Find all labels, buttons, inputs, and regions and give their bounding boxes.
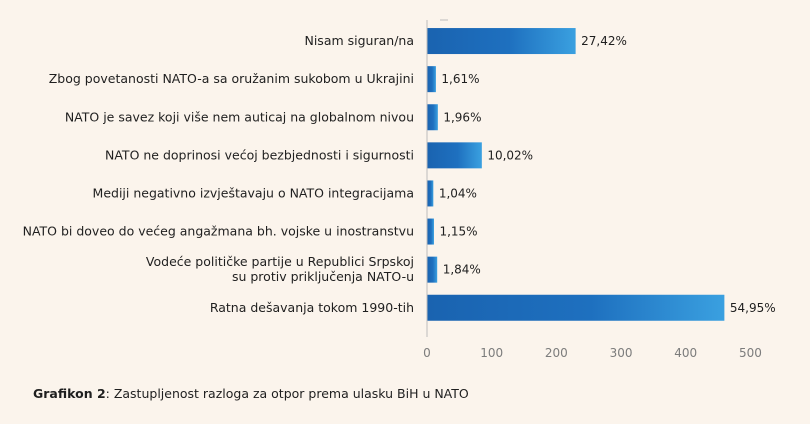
category-label-2: NATO je savez koji više nem auticaj na g… [65,109,414,124]
bar-1 [427,66,436,93]
category-label-6-line-0: Vodeće političke partije u Republici Srp… [146,254,414,269]
bar-7 [427,294,725,321]
x-tick-label-1: 100 [480,346,503,360]
bar-0 [427,28,576,55]
x-tick-label-5: 500 [739,346,762,360]
caption-text: : Zastupljenost razloga za otpor prema u… [105,386,469,401]
value-label-3: 10,02% [487,148,533,162]
bar-4 [427,180,434,207]
category-label-1: Zbog povetanosti NATO-a sa oružanim suko… [49,71,414,86]
value-label-1: 1,61% [441,72,479,86]
category-label-6-line-1: su protiv priključenja NATO-u [232,269,414,284]
x-tick-label-0: 0 [423,346,431,360]
bar-chart: Nisam siguran/na Zbog povetanosti NATO-a … [23,19,776,360]
bar-3 [427,142,482,169]
value-label-5: 1,15% [439,225,477,239]
category-label-5: NATO bi doveo do većeg angažmana bh. voj… [23,224,414,239]
x-tick-label-3: 300 [610,346,633,360]
value-label-6: 1,84% [443,263,481,277]
x-tick-label-2: 200 [545,346,568,360]
x-tick-label-4: 400 [674,346,697,360]
bar-2 [427,104,438,131]
category-label-7: Ratna dešavanja tokom 1990-tih [210,300,414,315]
value-label-2: 1,96% [443,110,481,124]
category-label-0: Nisam siguran/na [304,33,414,48]
bar-6 [427,256,438,283]
category-label-3: NATO ne doprinosi većoj bezbjednosti i s… [105,147,414,162]
bar-5 [427,218,434,245]
value-label-0: 27,42% [581,34,627,48]
value-label-7: 54,95% [730,301,776,315]
caption-label: Grafikon 2 [33,386,106,401]
category-label-4: Mediji negativno izvještavaju o NATO int… [93,185,414,200]
value-label-4: 1,04% [439,186,477,200]
chart-caption: Grafikon 2: Zastupljenost razloga za otp… [33,386,469,401]
